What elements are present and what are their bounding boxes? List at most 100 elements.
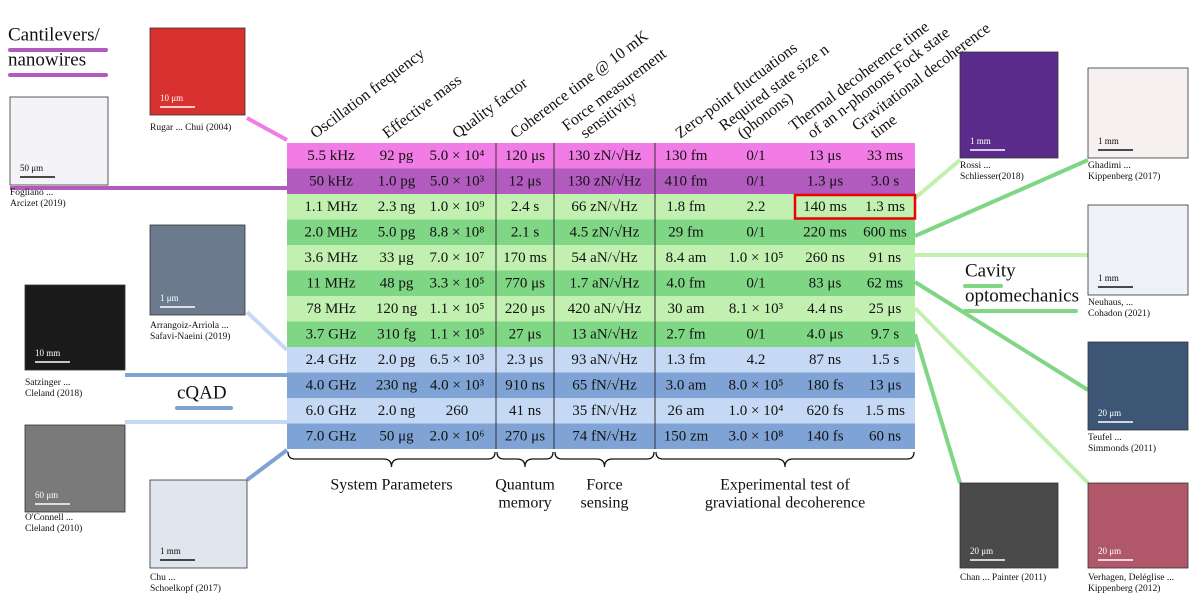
thumbnail [149,27,246,116]
table-cell: 170 ms [503,250,547,266]
table-cell: 6.0 GHz [306,403,357,419]
category-underline [8,73,108,77]
image-caption: Cohadon (2021) [1088,308,1150,319]
table-cell: 93 aN/√Hz [571,352,637,368]
table-cell: 130 zN/√Hz [568,148,642,164]
table-cell: 33 ms [867,148,903,164]
table-cell: 48 pg [380,276,414,292]
table-cell: 1.8 fm [666,199,705,215]
image-caption: Chu ... [150,573,175,583]
table-cell: 3.7 GHz [306,327,357,343]
connector-lines [10,116,1090,485]
table-cell: 1.7 aN/√Hz [570,276,640,292]
table-cell: 2.0 MHz [304,225,358,241]
table-row [287,372,915,398]
category-label: Cavity [965,260,1016,281]
thumbnail [1087,204,1189,296]
group-label: System Parameters [330,477,452,494]
image-caption: Chan ... Painter (2011) [960,572,1046,583]
image-caption: Fogliano ... [10,188,53,198]
thumbnail [1087,341,1189,431]
scale-label: 20 μm [970,546,993,556]
table-cell: 2.4 s [511,199,540,215]
table-cell: 1.0 pg [378,174,416,190]
table-cell: 8.0 × 10⁵ [729,378,784,394]
image-caption: Verhagen, Deléglise ... [1088,573,1174,583]
image-caption: Cleland (2018) [25,388,82,399]
table-cell: 2.4 GHz [306,352,357,368]
table-cell: 0/1 [746,327,765,343]
image-caption: Neuhaus, ... [1088,298,1133,308]
table-cell: 0/1 [746,276,765,292]
table-cell: 8.1 × 10³ [729,301,784,317]
thumbnail [9,96,109,186]
highlight-box [793,193,917,220]
category-label: optomechanics [965,285,1079,306]
table-cell: 1.3 μs [807,174,844,190]
thumbnail [959,51,1059,159]
table-cell: 1.1 × 10⁵ [430,327,485,343]
table-row [287,347,915,373]
image-caption: Simmonds (2011) [1088,443,1156,454]
table-cell: 13 aN/√Hz [571,327,637,343]
group-label: Force [586,477,622,494]
table-cell: 3.0 am [666,378,707,394]
table-cell: 620 fs [806,403,843,419]
thumbnail [959,482,1059,569]
table-cell: 25 μs [869,301,902,317]
table-row [287,296,915,322]
table-cell: 11 MHz [306,276,355,292]
table-cell: 4.0 μs [807,327,844,343]
group-label: Experimental test of [720,477,850,494]
table-cell: 2.7 fm [666,327,705,343]
brace [287,451,496,468]
table-cell: 600 ms [863,225,907,241]
scale-label: 10 mm [35,348,60,358]
table-cell: 410 fm [665,174,708,190]
table-cell: 180 fs [806,378,843,394]
scale-label: 1 mm [1098,273,1119,283]
table-row [287,270,915,296]
table-cell: 270 μs [505,429,545,445]
table-row [287,194,915,220]
category-label: nanowires [8,49,86,70]
table-cell: 4.0 × 10³ [430,378,485,394]
thumbnail [149,479,248,569]
scale-label: 1 μm [160,293,179,303]
image-caption: Ghadimi ... [1088,161,1131,171]
brace [655,451,915,468]
table-cell: 62 ms [867,276,903,292]
table-cell: 27 μs [509,327,542,343]
table-cell: 4.0 GHz [306,378,357,394]
category-underline [8,48,108,52]
table-cell: 2.0 pg [378,352,416,368]
table-cell: 13 μs [809,148,842,164]
table-cell: 65 fN/√Hz [572,378,637,394]
table-cell: 140 ms [803,199,847,215]
thumbnail [149,224,246,316]
table-cell: 8.4 am [666,250,707,266]
table-cell: 1.5 ms [865,403,905,419]
table-row [287,423,915,449]
table-cell: 2.3 ng [378,199,416,215]
table-cell: 5.0 × 10³ [430,174,485,190]
column-header: Oscillation frequency [307,45,428,142]
table-cell: 8.8 × 10⁸ [430,225,485,241]
table-cell: 1.1 MHz [304,199,358,215]
group-label: graviational decoherence [705,495,865,512]
image-caption: Rugar ... Chui (2004) [150,122,231,133]
table-cell: 310 fg [377,327,416,343]
table-cell: 4.0 fm [666,276,705,292]
image-caption: O'Connell ... [25,513,73,523]
table-row [287,245,915,271]
table-cell: 3.3 × 10⁵ [430,276,485,292]
scale-label: 20 μm [1098,546,1121,556]
image-caption: Arcizet (2019) [10,198,66,209]
table-row [287,168,915,194]
table-cell: 420 aN/√Hz [568,301,642,317]
table-cell: 50 kHz [309,174,353,190]
table-cell: 1.0 × 10⁴ [729,403,784,419]
table-cell: 220 ms [803,225,847,241]
table-cell: 120 ng [376,301,418,317]
